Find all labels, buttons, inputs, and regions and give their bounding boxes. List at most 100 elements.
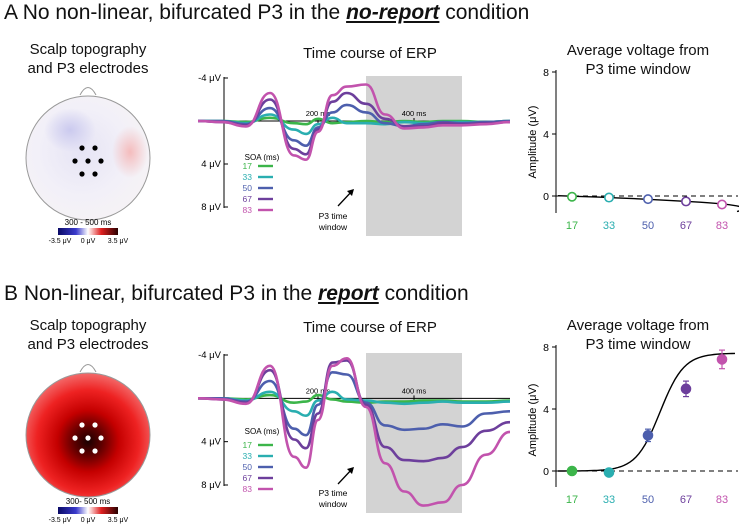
panel-b-title-post: condition bbox=[378, 282, 469, 305]
panel-b-topo-title-line1: Scalp topography bbox=[29, 317, 147, 334]
panel-b-letter: B bbox=[4, 282, 19, 305]
legend-label-83: 83 bbox=[243, 205, 253, 215]
panel-a-cbar-max: 3.5 μV bbox=[108, 238, 129, 245]
panel-a-red-patch bbox=[112, 126, 148, 178]
avg-xlabel-50: 50 bbox=[642, 220, 654, 232]
avg-point-50 bbox=[642, 194, 653, 205]
avg-ytick-label: 0 bbox=[543, 466, 549, 478]
panel-a-cbar-mid: 0 μV bbox=[81, 238, 96, 245]
avg-xlabel-50: 50 bbox=[642, 494, 654, 506]
avg-point-67 bbox=[680, 383, 692, 395]
panel-a-erp-ytick-4: 4 μV bbox=[201, 159, 221, 170]
panel-b-erp-ytick-4: 4 μV bbox=[201, 437, 221, 448]
electrode bbox=[98, 435, 104, 441]
panel-b-electrodes bbox=[72, 422, 104, 454]
legend-label-50: 50 bbox=[243, 183, 253, 193]
electrode bbox=[79, 145, 85, 151]
panel-b-topo-map: 300- 500 ms -3.5 μV 0 μV 3.5 μV bbox=[25, 364, 151, 524]
panel-a-avg-fit-line bbox=[557, 194, 739, 213]
panel-a-electrodes bbox=[72, 145, 104, 177]
panel-b-topo-title: Scalp topography and P3 electrodes bbox=[13, 316, 163, 354]
panel-a-blue-patch bbox=[44, 108, 96, 152]
panel-a-annotation-line2: window bbox=[318, 222, 348, 232]
panel-b-legend-title: SOA (ms) bbox=[245, 427, 280, 436]
legend-label-17: 17 bbox=[243, 440, 253, 450]
panel-a-title-post: condition bbox=[439, 1, 530, 24]
panel-a-letter: A bbox=[4, 1, 17, 24]
avg-xlabel-17: 17 bbox=[566, 220, 578, 232]
electrode bbox=[98, 158, 104, 164]
legend-label-67: 67 bbox=[243, 194, 253, 204]
panel-b-annotation-line2: window bbox=[318, 499, 348, 509]
electrode bbox=[92, 448, 98, 454]
electrode bbox=[79, 448, 85, 454]
avg-ytick-label: 4 bbox=[543, 129, 549, 141]
avg-point-33 bbox=[603, 467, 615, 478]
legend-label-33: 33 bbox=[243, 451, 253, 461]
panel-b-cbar-min: -3.5 μV bbox=[49, 517, 72, 524]
avg-ytick-label: 4 bbox=[543, 404, 549, 416]
avg-xlabel-67: 67 bbox=[680, 220, 692, 232]
panel-a-avg-chart: 0 4 8 Amplitude (μV) 17 33 50 67 83 bbox=[527, 67, 739, 232]
panel-b-cbar-mid: 0 μV bbox=[81, 517, 96, 524]
panel-a-erp-title: Time course of ERP bbox=[303, 45, 437, 62]
panel-b-erp-ytick-neg4: -4 μV bbox=[198, 350, 222, 361]
panel-a-annotation-line1: P3 time bbox=[319, 211, 348, 221]
panel-b-avg-title: Average voltage from P3 time window bbox=[548, 316, 728, 354]
panel-b-topo-title-line2: and P3 electrodes bbox=[27, 336, 149, 353]
electrode bbox=[79, 422, 85, 428]
erp-series-67 bbox=[197, 359, 511, 463]
panel-b-colorbar bbox=[58, 507, 118, 514]
erp-series-83 bbox=[197, 357, 511, 507]
electrode bbox=[72, 158, 78, 164]
panel-a-avg-ylabel: Amplitude (μV) bbox=[527, 106, 539, 179]
panel-a-legend-title: SOA (ms) bbox=[245, 153, 280, 162]
avg-point-83 bbox=[716, 199, 727, 210]
panel-a-colorbar bbox=[58, 228, 118, 235]
panel-a-erp-ytick-8: 8 μV bbox=[201, 202, 221, 213]
electrode bbox=[92, 145, 98, 151]
avg-xlabel-67: 67 bbox=[680, 494, 692, 506]
legend-label-83: 83 bbox=[243, 484, 253, 494]
panel-b-cbar-max: 3.5 μV bbox=[108, 517, 129, 524]
erp-series-83 bbox=[197, 83, 511, 161]
avg-point-17 bbox=[566, 465, 578, 477]
panel-b-erp-title: Time course of ERP bbox=[303, 319, 437, 336]
panel-b-erp-ytick-8: 8 μV bbox=[201, 480, 221, 491]
panel-b-avg-title-line2: P3 time window bbox=[585, 336, 691, 353]
panel-b-title: B Non-linear, bifurcated P3 in the repor… bbox=[4, 282, 469, 306]
panel-a-title-pre: No non-linear, bifurcated P3 in the bbox=[22, 1, 347, 24]
panel-a-topo-map: 300 - 500 ms -3.5 μV 0 μV 3.5 μV bbox=[25, 87, 151, 245]
avg-ytick-label: 8 bbox=[543, 67, 549, 79]
panel-a-p3-window bbox=[366, 76, 462, 236]
avg-point-33 bbox=[603, 192, 614, 203]
electrode bbox=[92, 422, 98, 428]
panel-a-avg-title-line1: Average voltage from bbox=[566, 42, 710, 59]
panel-a-topo-title-line2: and P3 electrodes bbox=[27, 60, 149, 77]
legend-label-33: 33 bbox=[243, 172, 253, 182]
panel-b-annotation-line1: P3 time bbox=[319, 488, 348, 498]
panel-a-cbar-min: -3.5 μV bbox=[49, 238, 72, 245]
panel-a-avg-title: Average voltage from P3 time window bbox=[548, 41, 728, 79]
panel-b-p3-window bbox=[366, 353, 462, 513]
panel-a-nose-icon bbox=[79, 87, 97, 96]
avg-xlabel-17: 17 bbox=[566, 494, 578, 506]
panel-a-title-emph: no-report bbox=[346, 1, 440, 24]
panel-a-erp-ytick-neg4: -4 μV bbox=[198, 73, 222, 84]
panel-a-erp-xtick-400: 400 ms bbox=[402, 109, 427, 118]
avg-point-17 bbox=[566, 191, 577, 202]
panel-a-erp-xtick-200: 200 ms bbox=[306, 109, 331, 118]
avg-point-67 bbox=[680, 196, 691, 207]
panel-a-topo-range: 300 - 500 ms bbox=[65, 218, 112, 227]
panel-b-arrowhead-icon bbox=[347, 467, 354, 474]
electrode bbox=[92, 171, 98, 177]
avg-ytick-label: 8 bbox=[543, 342, 549, 354]
panel-b-avg-chart: 0 4 8 Amplitude (μV) 17 33 50 67 83 bbox=[527, 342, 738, 506]
legend-label-50: 50 bbox=[243, 462, 253, 472]
panel-b-avg-fit-line bbox=[558, 352, 736, 472]
avg-xlabel-83: 83 bbox=[716, 494, 728, 506]
electrode bbox=[85, 435, 91, 441]
erp-series-50 bbox=[198, 371, 511, 437]
avg-ytick-label: 0 bbox=[543, 191, 549, 203]
